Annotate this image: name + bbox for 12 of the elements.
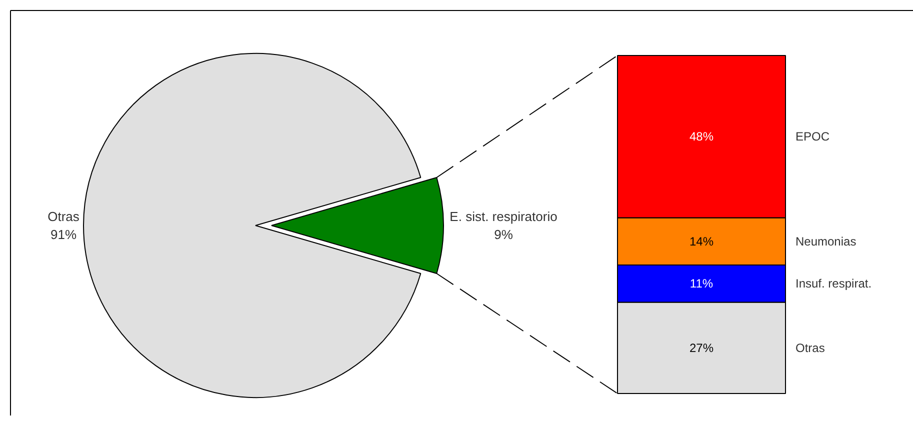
data-label: 27% (689, 340, 714, 355)
series-label: EPOC (796, 130, 830, 144)
data-label: 9% (494, 227, 514, 242)
data-label: 91% (50, 227, 77, 242)
series-label: Insuf. respirat. (796, 276, 872, 291)
series-label: Otras (796, 340, 825, 355)
data-label: 48% (689, 130, 714, 144)
slice-label: Otras (48, 209, 80, 224)
data-label: 14% (689, 234, 714, 248)
data-label: 11% (690, 276, 714, 291)
slice-label: E. sist. respiratorio (450, 209, 558, 224)
series-label: Neumonias (796, 234, 856, 248)
